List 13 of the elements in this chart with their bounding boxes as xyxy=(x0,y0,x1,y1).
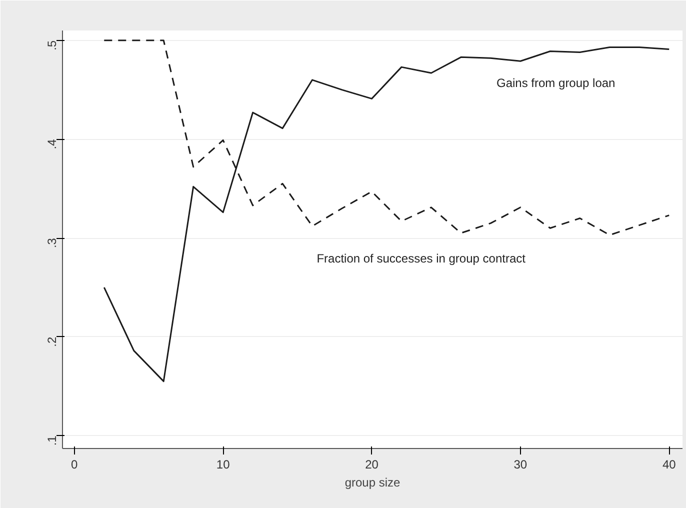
text: Fraction of successes in group contract xyxy=(316,251,526,266)
y-tick-label: .2 xyxy=(45,336,59,347)
x-tick-label: 20 xyxy=(365,458,379,472)
y-tick-label: .5 xyxy=(45,40,59,50)
y-tick-label: .4 xyxy=(45,138,59,150)
x-tick-label: 0 xyxy=(71,458,78,472)
series-label: Gains from group loan xyxy=(496,76,616,90)
x-tick-label: 30 xyxy=(514,458,528,472)
x-tick-label: 10 xyxy=(216,458,230,472)
y-tick-label: .1 xyxy=(45,435,59,446)
y-tick-label: .3 xyxy=(45,238,59,248)
x-axis-title: group size xyxy=(344,476,401,490)
x-tick-label: 40 xyxy=(662,458,676,472)
